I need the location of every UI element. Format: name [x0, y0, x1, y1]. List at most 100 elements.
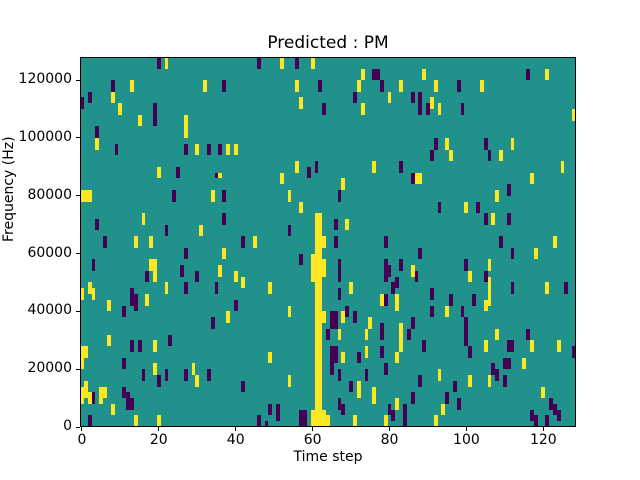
y-tick-mark [76, 253, 80, 255]
heatmap-cell [337, 288, 342, 300]
x-tick-label: 120 [529, 432, 557, 448]
heatmap-cell [149, 259, 157, 271]
heatmap-cell [341, 403, 346, 416]
heatmap-cell [137, 114, 142, 127]
heatmap-cell [226, 311, 230, 323]
heatmap-cell [87, 91, 92, 104]
heatmap-cell [322, 311, 327, 323]
heatmap-cell [410, 91, 415, 104]
heatmap-cell [333, 218, 338, 231]
heatmap-cell [510, 282, 515, 295]
heatmap-cell [103, 236, 107, 248]
heatmap-cell [81, 386, 84, 404]
heatmap-cell [452, 380, 457, 393]
heatmap-cell [222, 80, 227, 92]
heatmap-cell [429, 288, 434, 300]
heatmap-cell [391, 282, 396, 295]
heatmap-cell [422, 68, 427, 81]
heatmap-cell [341, 178, 346, 190]
heatmap-cell [402, 403, 407, 416]
heatmap-cell [356, 351, 361, 364]
heatmap-cell [299, 409, 307, 426]
heatmap-cell [460, 103, 465, 115]
heatmap-cell [410, 392, 415, 404]
heatmap-cell [256, 415, 261, 426]
heatmap-cell [387, 265, 392, 277]
heatmap-cell [314, 213, 323, 426]
heatmap-cell [418, 91, 423, 115]
heatmap-cell [91, 259, 96, 271]
heatmap-cell [210, 189, 215, 202]
heatmap-cell [479, 80, 484, 92]
heatmap-cell [352, 311, 357, 323]
heatmap-cell [295, 161, 300, 173]
heatmap-cell [395, 398, 400, 410]
y-tick-mark [76, 195, 80, 197]
heatmap-cell [364, 346, 369, 358]
heatmap-cell [460, 305, 465, 318]
x-axis-label: Time step [293, 449, 363, 465]
heatmap-cell [379, 346, 384, 358]
heatmap-cell [410, 317, 415, 329]
heatmap-cell [399, 259, 403, 271]
heatmap-cell [510, 340, 515, 352]
heatmap-cell [322, 103, 327, 115]
heatmap-cell [541, 386, 546, 399]
heatmap-cell [399, 161, 403, 173]
heatmap-cell [133, 415, 138, 426]
heatmap-cell [372, 68, 380, 81]
heatmap-cell [345, 305, 350, 318]
heatmap-cell [306, 166, 311, 179]
heatmap-cell [126, 392, 130, 410]
heatmap-cell [110, 91, 115, 104]
heatmap-cell [295, 80, 300, 92]
heatmap-cell [222, 189, 227, 202]
heatmap-cell [337, 259, 342, 271]
x-tick-label: 20 [149, 432, 168, 448]
heatmap-cell [356, 380, 361, 399]
heatmap-cell [81, 357, 84, 370]
heatmap-cell [322, 259, 327, 277]
heatmap-cell [502, 374, 507, 387]
y-tick-label: 100000 [18, 128, 72, 145]
heatmap-cell [545, 68, 550, 81]
heatmap-cell [449, 149, 453, 162]
heatmap-cell [364, 369, 369, 381]
heatmap-cell [529, 409, 534, 422]
heatmap-cell [379, 80, 384, 92]
heatmap-cell [572, 109, 575, 121]
heatmap-cell [456, 398, 461, 410]
heatmap-cell [203, 80, 207, 92]
heatmap-cell [487, 374, 492, 387]
heatmap-cell [299, 97, 303, 110]
heatmap-cell [506, 184, 511, 196]
heatmap-cell [552, 403, 557, 416]
heatmap-cell [360, 68, 365, 81]
heatmap-cell [145, 270, 150, 283]
heatmap-cell [87, 392, 92, 404]
heatmap-cell [395, 294, 400, 312]
x-tick-mark [465, 427, 467, 431]
heatmap-cell [499, 236, 503, 248]
heatmap-cell [383, 415, 388, 426]
heatmap-cell [341, 351, 346, 364]
heatmap-cell [326, 415, 330, 426]
heatmap-cell [529, 340, 534, 352]
heatmap-cell [183, 114, 188, 138]
y-tick-mark [76, 79, 80, 81]
heatmap-cell [299, 253, 303, 266]
heatmap-cell [95, 218, 100, 231]
heatmap-cell [322, 409, 327, 426]
heatmap-cell [153, 103, 157, 127]
heatmap-cell [483, 270, 488, 283]
heatmap-cell [226, 143, 230, 156]
heatmap-cell [441, 403, 446, 416]
heatmap-cell [145, 294, 150, 306]
heatmap-cell [433, 415, 438, 426]
heatmap-cell [483, 137, 488, 150]
heatmap-cell [87, 415, 92, 426]
heatmap-cell [264, 421, 269, 426]
heatmap-cell [349, 282, 353, 295]
heatmap-cell [572, 346, 575, 358]
heatmap-cell [191, 363, 196, 375]
